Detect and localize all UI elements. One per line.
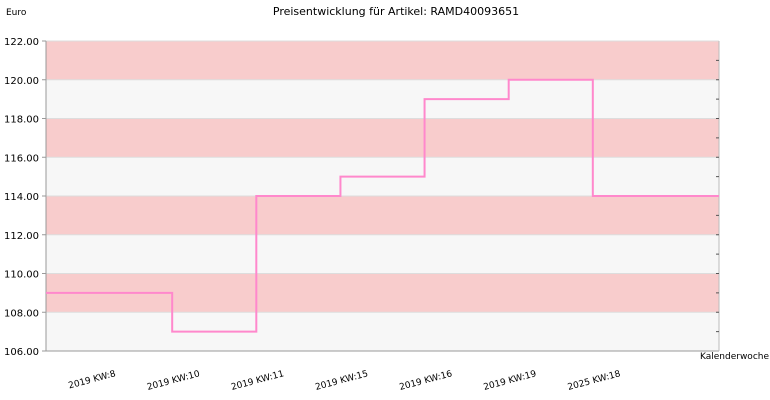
x-tick-label: 2025 KW:18 bbox=[567, 369, 622, 393]
price-step-line bbox=[46, 78, 719, 333]
y-tick-label: 106.00 bbox=[4, 347, 39, 358]
y-tick-label: 112.00 bbox=[4, 231, 39, 242]
band bbox=[46, 118, 719, 158]
series-layer bbox=[46, 78, 719, 333]
band bbox=[46, 234, 719, 274]
y-tick-label: 110.00 bbox=[4, 270, 39, 281]
y-tick-label: 114.00 bbox=[4, 192, 39, 203]
y-tick-label: 122.00 bbox=[4, 37, 39, 48]
band bbox=[46, 79, 719, 119]
chart-title: Preisentwicklung für Artikel: RAMD400936… bbox=[273, 5, 519, 18]
x-tick-label: 2019 KW:15 bbox=[314, 369, 369, 393]
y-tick-labels: 106.00 108.00 110.00 112.00 114.00 116.00 118.… bbox=[4, 37, 39, 358]
x-tick-label: 2019 KW:8 bbox=[67, 369, 117, 391]
x-tick-labels: 2019 KW:8 2019 KW:10 2019 KW:11 2019 KW:15 2… bbox=[67, 369, 621, 393]
x-tick-label: 2019 KW:16 bbox=[398, 369, 453, 393]
x-tick-label: 2019 KW:10 bbox=[146, 369, 201, 393]
y-tick-label: 118.00 bbox=[4, 115, 39, 126]
y-axis-label: Euro bbox=[6, 8, 27, 18]
band bbox=[46, 312, 719, 351]
x-tick-label: 2019 KW:19 bbox=[483, 369, 538, 393]
x-axis-label: Kalenderwoche bbox=[700, 352, 769, 362]
band bbox=[46, 41, 719, 80]
y-tick-label: 108.00 bbox=[4, 308, 39, 319]
y-tick-label: 120.00 bbox=[4, 76, 39, 87]
band bbox=[46, 196, 719, 235]
y-tick-label: 116.00 bbox=[4, 153, 39, 164]
x-tick-label: 2019 KW:11 bbox=[230, 369, 285, 393]
